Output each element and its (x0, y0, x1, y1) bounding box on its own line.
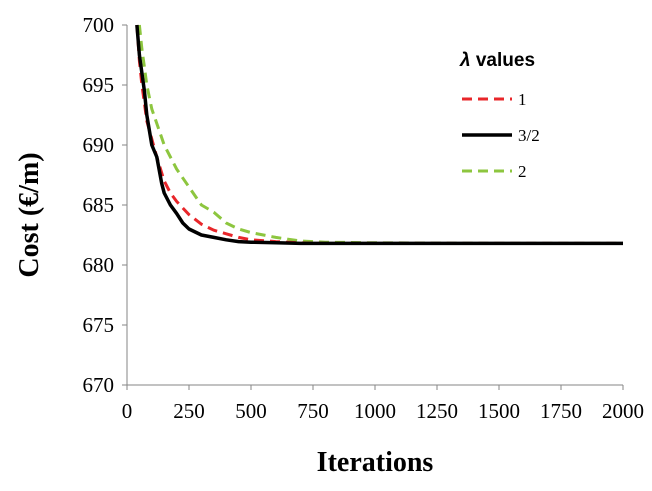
legend-label: 2 (518, 162, 527, 181)
legend-title-text: values (471, 50, 535, 71)
x-tick-label: 1000 (354, 399, 396, 423)
legend-label: 3/2 (518, 126, 540, 145)
x-tick-label: 0 (122, 399, 133, 423)
legend-title: λ values (459, 50, 535, 71)
x-tick-label: 1500 (478, 399, 520, 423)
series-line-1 (135, 24, 623, 245)
legend-label: 1 (518, 90, 527, 109)
x-tick-label: 750 (297, 399, 329, 423)
legend-entries: 1 3/2 2 (462, 90, 540, 181)
y-tick-label: 695 (83, 73, 115, 97)
series-line-3-2 (135, 24, 623, 246)
x-axis-label: Iterations (317, 447, 434, 478)
x-tick-label: 1250 (416, 399, 458, 423)
plot-series (135, 24, 623, 246)
legend-title-symbol: λ (459, 50, 471, 71)
y-axis-label: Cost (€/m) (14, 152, 45, 277)
x-tick-label: 2000 (602, 399, 644, 423)
series-line-2 (137, 24, 623, 245)
x-tick-label: 1750 (540, 399, 582, 423)
y-tick-label: 680 (83, 253, 115, 277)
y-tick-label: 685 (83, 193, 115, 217)
plot-ticks: 670 675 680 685 690 695 700 0 250 500 750 1000 1250 1… (83, 13, 645, 423)
legend: λ values 1 3/2 2 (459, 50, 540, 181)
x-tick-label: 500 (235, 399, 267, 423)
y-tick-label: 700 (83, 13, 115, 37)
x-tick-label: 250 (173, 399, 205, 423)
y-tick-label: 690 (83, 133, 115, 157)
y-tick-label: 670 (83, 373, 115, 397)
y-tick-label: 675 (83, 313, 115, 337)
